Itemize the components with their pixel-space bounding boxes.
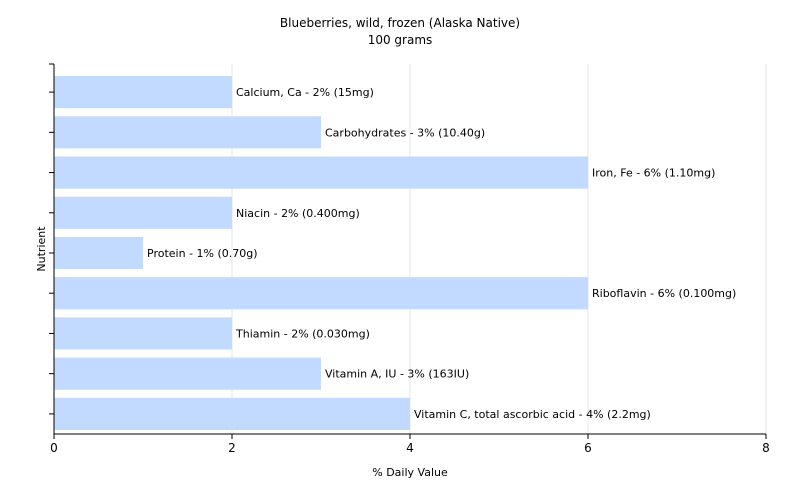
bar [54, 317, 232, 350]
x-axis-label: % Daily Value [372, 466, 448, 479]
chart-title: Blueberries, wild, frozen (Alaska Native… [280, 16, 520, 30]
bar [54, 397, 410, 430]
bar [54, 236, 143, 270]
bar [54, 277, 588, 310]
bar-label: Riboflavin - 6% (0.100mg) [592, 287, 736, 300]
bar-label: Niacin - 2% (0.400mg) [236, 207, 360, 220]
bars: Calcium, Ca - 2% (15mg) Carbohydrates - 3… [54, 76, 736, 430]
axes [49, 63, 767, 439]
bar-label: Thiamin - 2% (0.030mg) [235, 327, 370, 340]
bar [54, 156, 588, 189]
x-tick-label: 4 [406, 441, 414, 455]
chart-subtitle: 100 grams [368, 33, 433, 47]
x-tick-label: 8 [762, 441, 770, 455]
bar [54, 76, 232, 109]
x-tick-label: 6 [584, 441, 592, 455]
bar [54, 196, 232, 229]
x-tick-label: 0 [50, 441, 58, 455]
bar-label: Iron, Fe - 6% (1.10mg) [592, 167, 715, 180]
y-axis-label: Nutrient [35, 226, 48, 272]
bar-label: Vitamin A, IU - 3% (163IU) [325, 368, 469, 381]
bar [54, 357, 321, 390]
bar-label: Carbohydrates - 3% (10.40g) [325, 126, 485, 139]
x-tick-label: 2 [228, 441, 236, 455]
bar-label: Vitamin C, total ascorbic acid - 4% (2.2… [414, 408, 651, 421]
bar [54, 116, 321, 149]
bar-label: Protein - 1% (0.70g) [147, 247, 258, 260]
bar-label: Calcium, Ca - 2% (15mg) [236, 86, 374, 99]
x-tick-labels: 0 2 4 6 8 [50, 441, 770, 455]
